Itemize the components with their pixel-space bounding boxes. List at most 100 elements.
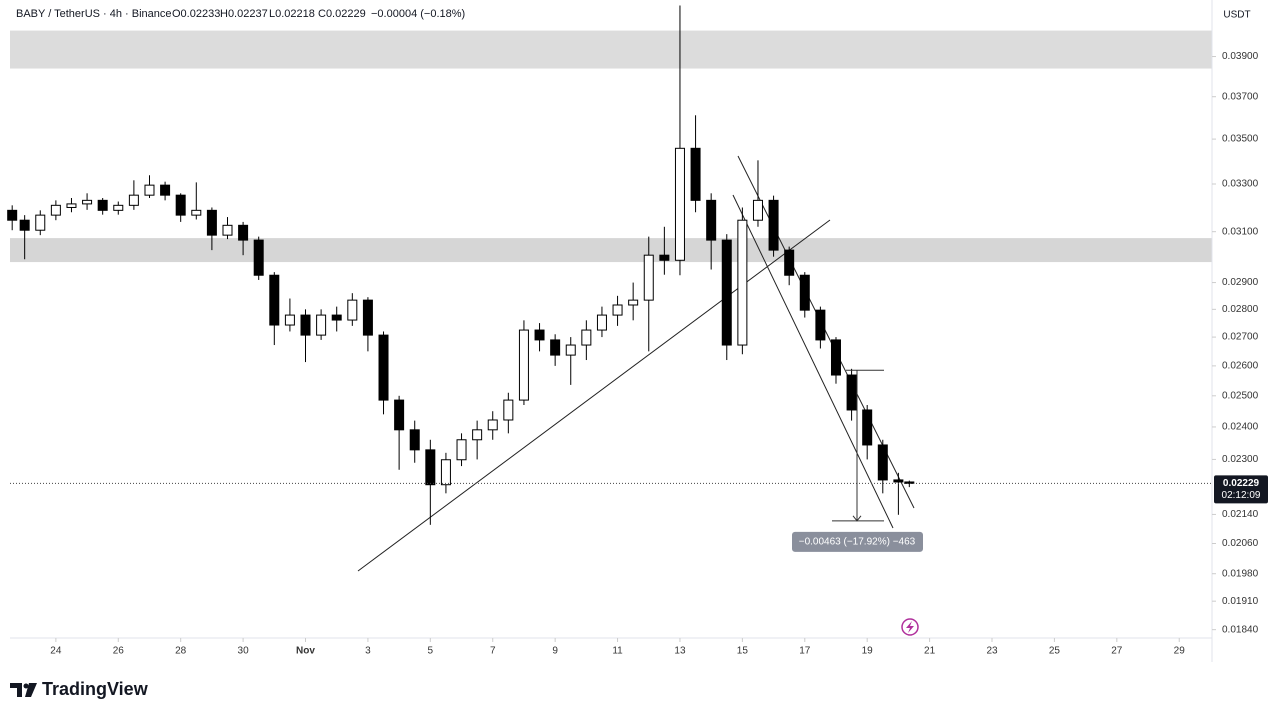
candle-body [284, 314, 295, 326]
candle-body [331, 314, 342, 321]
candle-body [316, 314, 327, 336]
candle-body [550, 339, 561, 356]
x-tick-label: 15 [737, 646, 749, 657]
x-tick-label: 17 [799, 646, 811, 657]
last-price-box [1214, 475, 1268, 504]
x-tick-label: 7 [490, 646, 496, 657]
candle-body [596, 314, 607, 331]
candle-body [66, 203, 77, 208]
y-tick-label: 0.03700 [1222, 91, 1259, 102]
candle-body [378, 334, 389, 401]
ohlc-low: L0.02218 [269, 8, 315, 20]
countdown-label: 02:12:09 [1222, 490, 1261, 501]
currency: USDT [1223, 10, 1250, 21]
x-tick-label: 25 [1049, 646, 1061, 657]
candle-body [144, 184, 155, 196]
y-tick-label: 0.03500 [1222, 134, 1259, 145]
y-tick-label: 0.02060 [1222, 538, 1259, 549]
x-tick-label: 3 [365, 646, 371, 657]
ohlc-high: H0.02237 [220, 8, 268, 20]
candle-body [893, 479, 904, 483]
x-tick-label: 13 [674, 646, 686, 657]
ohlc-close: C0.02229 [318, 8, 366, 20]
candle-body [472, 429, 483, 441]
x-tick-label: Nov [296, 646, 315, 657]
zone [10, 238, 1212, 263]
x-tick-label: 11 [612, 646, 623, 657]
candle-body [581, 329, 592, 346]
symbol: BABY / TetherUS · 4h · Binance [16, 8, 172, 20]
y-tick-label: 0.02900 [1222, 277, 1259, 288]
y-tick-label: 0.03300 [1222, 179, 1259, 190]
ohlc-change: −0.00004 (−0.18%) [371, 8, 465, 20]
ohlc-open: O0.02233 [172, 8, 220, 20]
candle-body [362, 299, 373, 336]
measure-label: −0.00463 (−17.92%) −463 [799, 537, 916, 548]
brand: TradingView [42, 679, 149, 699]
candle-body [35, 214, 46, 231]
candle-body [799, 274, 810, 311]
y-tick-label: 0.01840 [1222, 624, 1259, 635]
lightning-icon [901, 618, 919, 636]
y-tick-label: 0.02600 [1222, 361, 1259, 372]
candle-body [815, 309, 826, 341]
candle-body [425, 449, 436, 486]
y-tick-label: 0.02700 [1222, 332, 1259, 343]
candle-body [128, 194, 139, 206]
y-tick-label: 0.03100 [1222, 226, 1259, 237]
candle-body [659, 254, 670, 261]
x-tick-label: 24 [50, 646, 62, 657]
candle-body [206, 209, 217, 236]
candle-body [518, 329, 529, 401]
candle-body [222, 224, 233, 236]
candle-body [784, 249, 795, 276]
y-tick-label: 0.01980 [1222, 568, 1259, 579]
candle-body [347, 299, 358, 321]
measure-arrowhead [852, 515, 862, 522]
last-price-label: 0.02229 [1223, 478, 1260, 489]
candle-body [50, 204, 61, 216]
x-tick-label: 9 [552, 646, 558, 657]
candle-body [877, 444, 888, 481]
candle-body [846, 374, 857, 411]
candle-body [768, 199, 779, 251]
candle-body [534, 329, 545, 341]
candle-body [487, 419, 498, 431]
x-tick-label: 5 [428, 646, 434, 657]
x-tick-label: 23 [986, 646, 998, 657]
y-tick-label: 0.01910 [1222, 596, 1259, 607]
x-tick-label: 30 [238, 646, 250, 657]
candle-body [456, 439, 467, 461]
x-tick-label: 26 [113, 646, 125, 657]
candle-body [612, 304, 623, 316]
candle-body [737, 219, 748, 346]
x-tick-label: 27 [1111, 646, 1123, 657]
candle-body [503, 399, 514, 421]
y-tick-label: 0.02800 [1222, 304, 1259, 315]
candle-body [643, 254, 654, 301]
y-tick-label: 0.02300 [1222, 454, 1259, 465]
candle-body [862, 409, 873, 446]
candle-body [300, 314, 311, 336]
candle-body [409, 429, 420, 451]
measure-box [792, 531, 923, 552]
candle-body [97, 199, 108, 211]
x-tick-label: 28 [175, 646, 187, 657]
candle-body [160, 184, 171, 196]
x-tick-label: 29 [1174, 646, 1186, 657]
candle-body [706, 199, 717, 241]
candle-body [565, 344, 576, 356]
candle-body [830, 339, 841, 376]
candle-body [394, 399, 405, 431]
y-tick-label: 0.02500 [1222, 390, 1259, 401]
candle-body [628, 299, 639, 306]
zone [10, 30, 1212, 69]
candle-body [674, 147, 685, 261]
y-tick-label: 0.02400 [1222, 422, 1259, 433]
candle-body [440, 459, 451, 486]
candle-body [253, 239, 264, 276]
candle-body [721, 239, 732, 346]
candle-body [175, 194, 186, 216]
y-tick-label: 0.02140 [1222, 509, 1259, 520]
